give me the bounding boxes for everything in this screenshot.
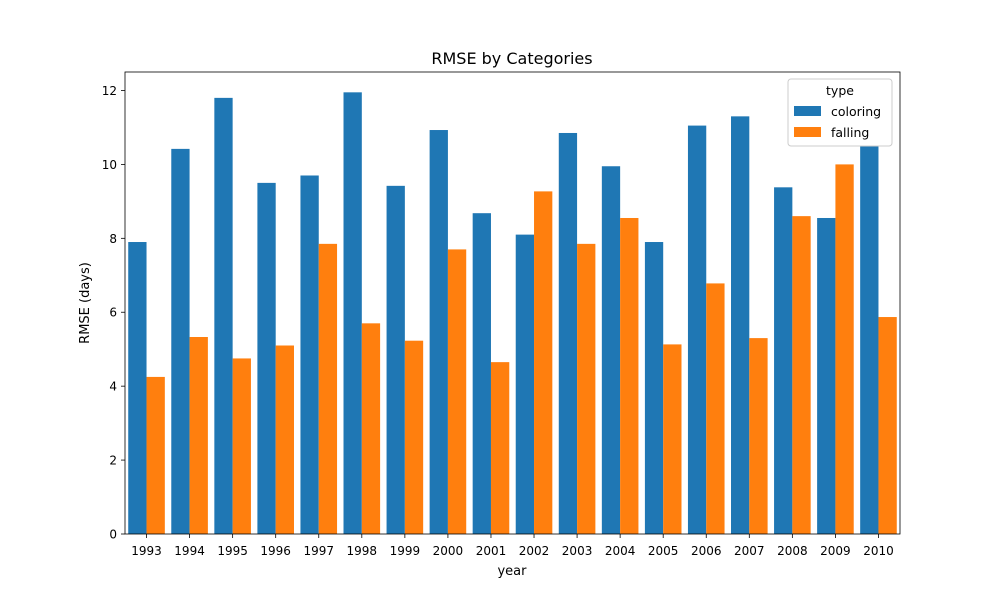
bar-coloring-1999 [386, 185, 405, 534]
x-tick-label: 2005 [648, 544, 679, 558]
x-tick-label: 1995 [217, 544, 248, 558]
bar-falling-1997 [318, 243, 338, 535]
bar-falling-1996 [275, 345, 294, 534]
bar-coloring-2007 [731, 116, 750, 534]
bar-coloring-2010 [860, 145, 879, 535]
bar-falling-1995 [232, 358, 251, 534]
x-tick-label: 1997 [303, 544, 334, 558]
bar-coloring-1993 [128, 242, 147, 534]
bar-coloring-2008 [774, 187, 793, 534]
x-tick-label: 2000 [433, 544, 464, 558]
bar-coloring-2000 [429, 130, 448, 534]
x-axis-ticks: 1993 1994 1995 1996 1997 1998 1999 2000 2001 2002… [131, 534, 894, 558]
x-tick-label: 2004 [605, 544, 636, 558]
bar-falling-2007 [749, 338, 768, 534]
y-axis-label: RMSE (days) [78, 262, 93, 344]
x-tick-label: 2002 [519, 544, 550, 558]
y-tick-label: 8 [109, 232, 117, 246]
bar-falling-1998 [361, 323, 381, 534]
bar-coloring-1997 [300, 175, 319, 535]
bar-falling-2000 [447, 249, 467, 534]
bar-falling-2006 [706, 283, 725, 534]
x-tick-label: 2009 [820, 544, 851, 558]
legend-title: type [826, 83, 854, 98]
y-tick-label: 4 [109, 380, 117, 394]
bar-coloring-1996 [257, 182, 276, 534]
bar-coloring-1995 [214, 97, 233, 535]
plot-frame [124, 71, 901, 535]
x-tick-label: 2010 [863, 544, 894, 558]
bar-coloring-2005 [644, 242, 664, 534]
x-tick-label: 1996 [260, 544, 291, 558]
x-tick-label: 2008 [777, 544, 808, 558]
bar-coloring-2002 [515, 234, 535, 534]
y-tick-label: 10 [102, 158, 117, 172]
y-tick-label: 2 [109, 454, 117, 468]
x-tick-label: 1994 [174, 544, 205, 558]
bar-coloring-2001 [472, 213, 491, 534]
bar-coloring-2003 [558, 132, 578, 535]
x-tick-label: 2006 [691, 544, 722, 558]
bar-coloring-2004 [601, 166, 621, 534]
bar-falling-1993 [146, 376, 165, 534]
bar-falling-2003 [577, 243, 596, 535]
bar-falling-2002 [534, 191, 553, 534]
y-tick-label: 12 [102, 84, 117, 98]
legend: type coloring falling [787, 78, 893, 147]
legend-swatch-falling [794, 127, 821, 137]
legend-label-falling: falling [831, 125, 869, 140]
y-tick-label: 6 [109, 306, 117, 320]
x-tick-label: 2007 [734, 544, 765, 558]
bar-falling-1999 [404, 340, 424, 534]
legend-swatch-coloring [794, 106, 821, 116]
x-tick-label: 1993 [131, 544, 162, 558]
bar-falling-1994 [189, 337, 208, 534]
x-tick-label: 1999 [390, 544, 421, 558]
bar-falling-2008 [792, 216, 811, 534]
bar-falling-2001 [490, 362, 510, 534]
bar-coloring-2006 [687, 125, 707, 534]
bar-coloring-2009 [817, 217, 836, 535]
y-tick-label: 0 [109, 528, 117, 542]
chart-title: RMSE by Categories [431, 49, 592, 68]
bar-coloring-1998 [343, 92, 362, 534]
legend-label-coloring: coloring [831, 104, 881, 119]
x-tick-label: 1998 [347, 544, 378, 558]
bar-falling-2010 [878, 317, 897, 534]
bar-falling-2004 [620, 217, 639, 535]
bar-coloring-1994 [171, 148, 190, 534]
y-axis-ticks: 0 2 4 6 8 10 12 [102, 84, 125, 542]
x-tick-label: 2001 [476, 544, 507, 558]
bar-falling-2005 [663, 344, 682, 534]
bars-group [128, 92, 897, 535]
bar-falling-2009 [835, 164, 854, 534]
x-axis-label: year [497, 564, 527, 579]
x-tick-label: 2003 [562, 544, 593, 558]
